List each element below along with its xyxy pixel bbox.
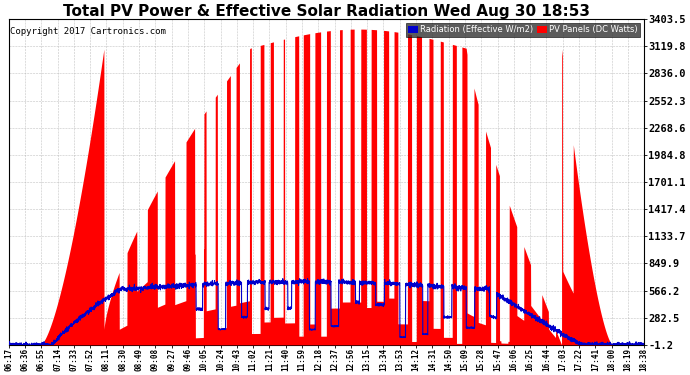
Legend: Radiation (Effective W/m2), PV Panels (DC Watts): Radiation (Effective W/m2), PV Panels (D…: [406, 23, 640, 36]
Title: Total PV Power & Effective Solar Radiation Wed Aug 30 18:53: Total PV Power & Effective Solar Radiati…: [63, 4, 590, 19]
Text: Copyright 2017 Cartronics.com: Copyright 2017 Cartronics.com: [10, 27, 166, 36]
